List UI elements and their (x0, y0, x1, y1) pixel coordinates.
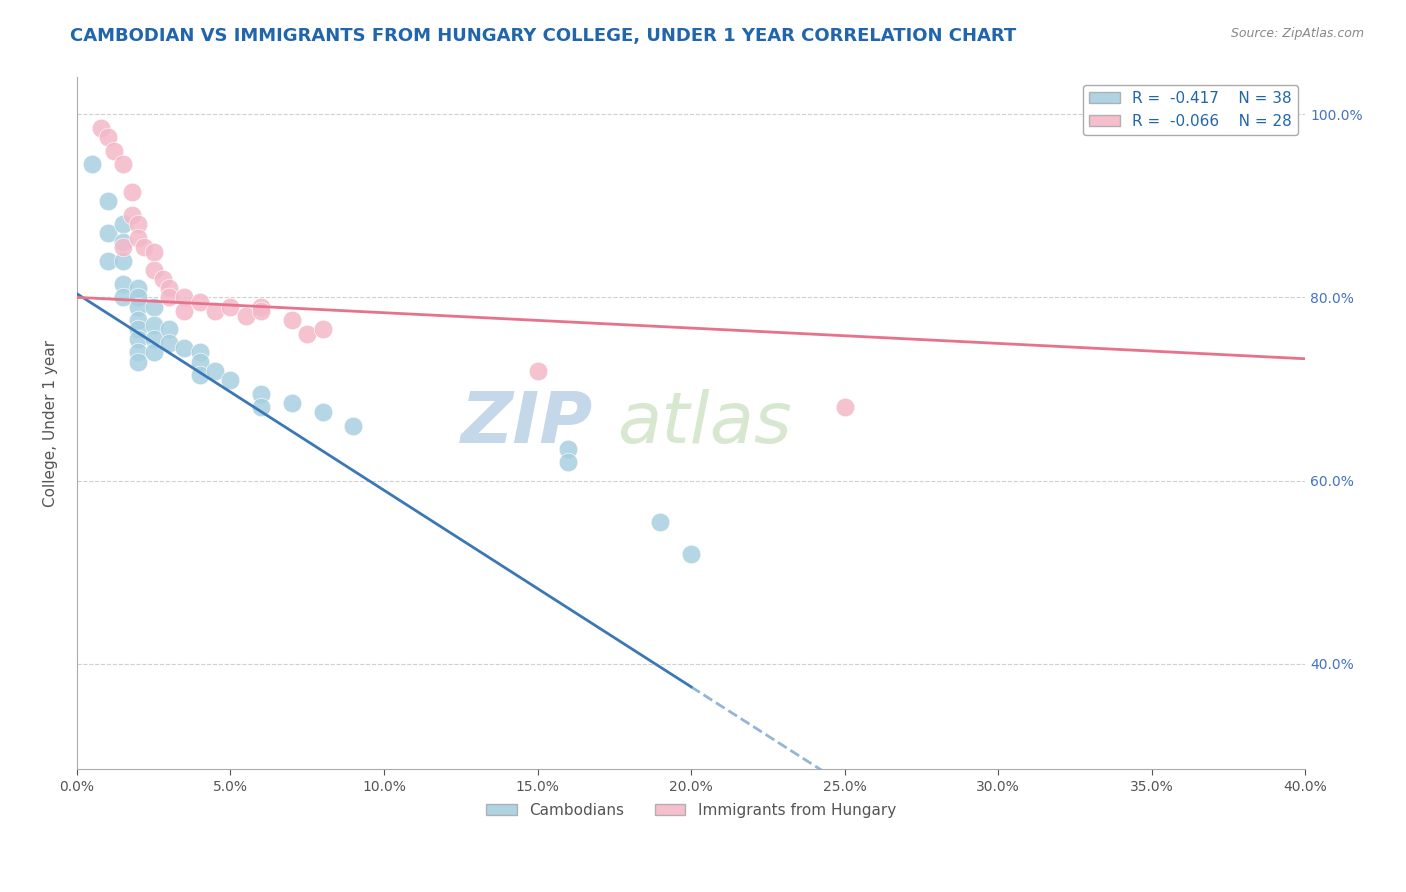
Point (127, 290, 149, 304)
Point (111, 157, 134, 171)
Point (311, 322, 333, 336)
Text: Source: ZipAtlas.com: Source: ZipAtlas.com (1230, 27, 1364, 40)
Point (188, 368, 211, 383)
Point (127, 313, 149, 327)
Point (127, 300, 149, 314)
Point (127, 345, 149, 359)
Point (834, 401, 856, 415)
Point (111, 277, 134, 291)
Text: ZIP: ZIP (461, 389, 593, 458)
Point (526, 364, 548, 378)
Point (142, 318, 165, 332)
Point (681, 547, 703, 561)
Point (127, 281, 149, 295)
Point (103, 144, 125, 158)
Point (127, 354, 149, 368)
Point (250, 300, 273, 314)
Point (111, 235, 134, 250)
Point (111, 253, 134, 268)
Text: atlas: atlas (617, 389, 792, 458)
Point (557, 455, 579, 469)
Point (311, 405, 333, 419)
Point (127, 332, 149, 346)
Point (127, 322, 149, 336)
Point (281, 396, 304, 410)
Point (204, 304, 226, 318)
Point (250, 386, 273, 401)
Point (142, 345, 165, 359)
Point (157, 322, 180, 336)
Point (111, 240, 134, 254)
Point (142, 332, 165, 346)
Point (97, 194, 120, 209)
Point (281, 313, 304, 327)
Point (157, 281, 180, 295)
Point (235, 309, 257, 323)
Text: CAMBODIAN VS IMMIGRANTS FROM HUNGARY COLLEGE, UNDER 1 YEAR CORRELATION CHART: CAMBODIAN VS IMMIGRANTS FROM HUNGARY COL… (70, 27, 1017, 45)
Point (111, 290, 134, 304)
Point (173, 341, 195, 355)
Point (142, 263, 165, 277)
Point (250, 304, 273, 318)
Legend: Cambodians, Immigrants from Hungary: Cambodians, Immigrants from Hungary (481, 797, 901, 824)
Point (188, 295, 211, 310)
Point (157, 336, 180, 351)
Point (152, 272, 174, 286)
Y-axis label: College, Under 1 year: College, Under 1 year (44, 340, 58, 507)
Point (127, 217, 149, 231)
Point (111, 217, 134, 231)
Point (97, 253, 120, 268)
Point (219, 373, 242, 387)
Point (204, 364, 226, 378)
Point (173, 304, 195, 318)
Point (219, 300, 242, 314)
Point (142, 300, 165, 314)
Point (557, 442, 579, 456)
Point (250, 401, 273, 415)
Point (134, 240, 156, 254)
Point (90, 120, 112, 135)
Point (127, 231, 149, 245)
Point (188, 354, 211, 368)
Point (342, 418, 364, 433)
Point (142, 244, 165, 259)
Point (121, 185, 143, 199)
Point (297, 326, 319, 341)
Point (173, 290, 195, 304)
Point (650, 515, 672, 529)
Point (121, 208, 143, 222)
Point (82, 157, 104, 171)
Point (157, 290, 180, 304)
Point (97, 226, 120, 240)
Point (188, 345, 211, 359)
Point (97, 130, 120, 145)
